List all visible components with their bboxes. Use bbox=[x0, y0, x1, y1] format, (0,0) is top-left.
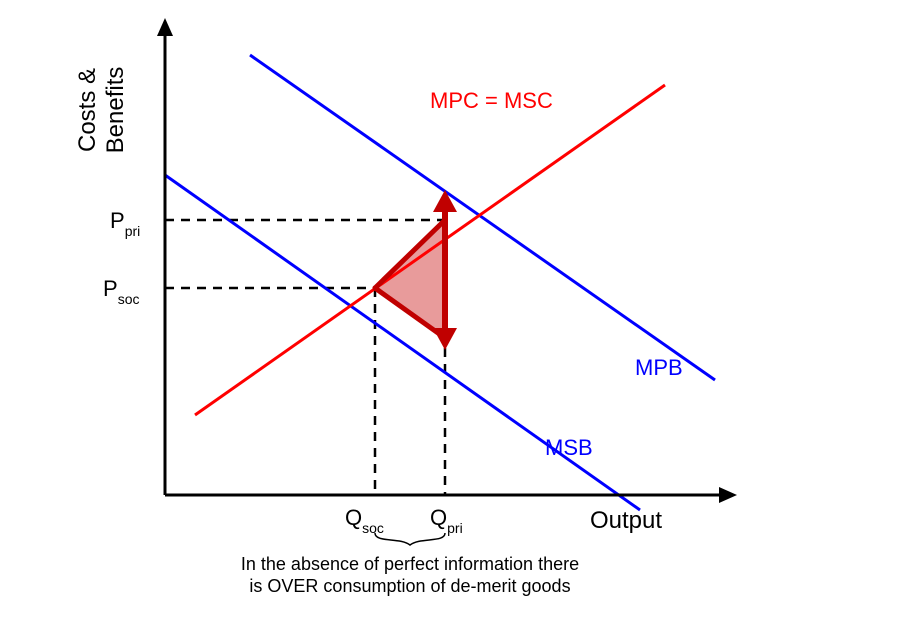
mpc-msc-label: MPC = MSC bbox=[430, 88, 553, 113]
msb-label: MSB bbox=[545, 435, 593, 460]
q-soc-label: Qsoc bbox=[345, 505, 384, 536]
svg-text:Benefits: Benefits bbox=[102, 67, 129, 154]
p-pri-label: Ppri bbox=[110, 208, 140, 239]
caption-line2: is OVER consumption of de-merit goods bbox=[249, 576, 570, 596]
caption-line1: In the absence of perfect information th… bbox=[241, 554, 579, 574]
quantity-brace bbox=[375, 533, 445, 545]
x-axis-label: Output bbox=[590, 507, 662, 534]
mpb-label: MPB bbox=[635, 355, 683, 380]
mpc-msc-line bbox=[195, 85, 665, 415]
svg-text:Costs &: Costs & bbox=[74, 68, 101, 152]
y-axis-label: Costs & Benefits bbox=[74, 67, 129, 154]
p-soc-label: Psoc bbox=[103, 276, 139, 307]
q-pri-label: Qpri bbox=[430, 505, 463, 536]
